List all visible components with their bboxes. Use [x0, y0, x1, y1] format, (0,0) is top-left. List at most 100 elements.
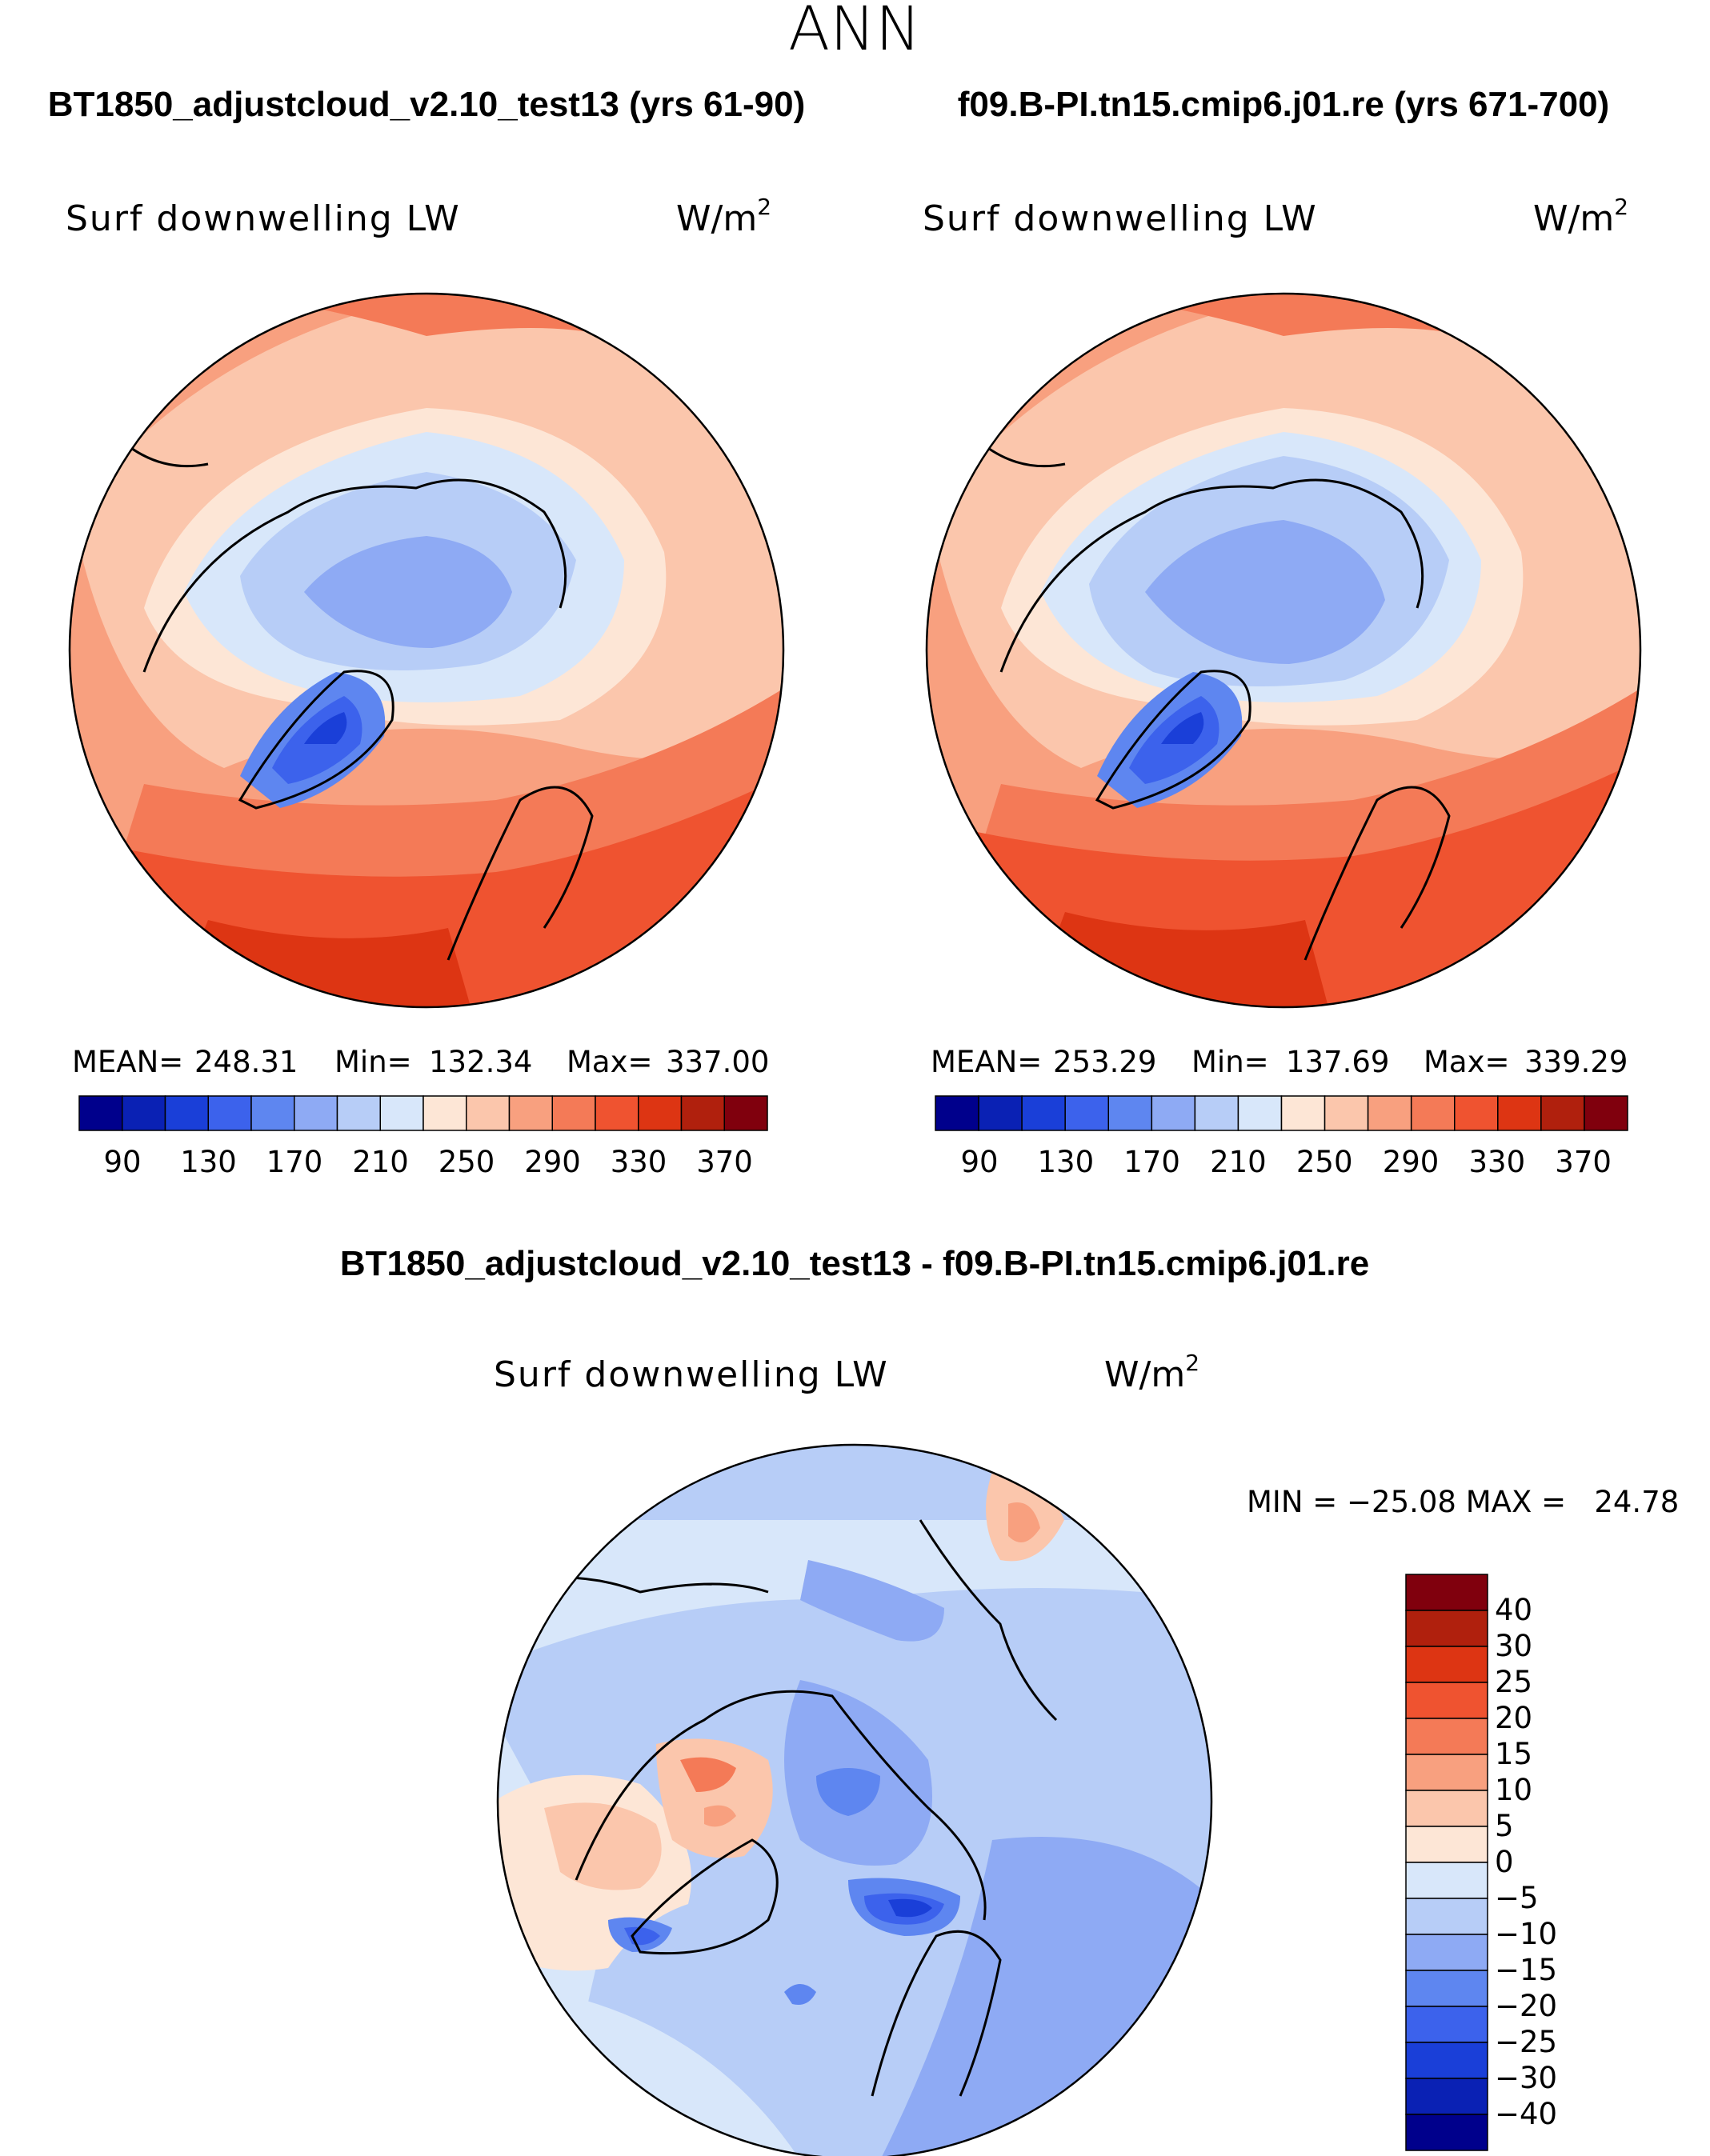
- diff-colorbar-tick-label: 0: [1495, 1845, 1514, 1879]
- panel-a-colorbar-swatch: [294, 1095, 338, 1131]
- panel-b-colorbar-tick-label: 210: [1210, 1145, 1267, 1179]
- diff-colorbar-tick-label: −10: [1495, 1917, 1557, 1951]
- panel-b-colorbar-swatch: [1410, 1095, 1456, 1131]
- diff-colorbar-swatch: [1405, 2078, 1488, 2115]
- panel-a-colorbar-tick-label: 370: [696, 1145, 753, 1179]
- panel-b-colorbar-swatch: [1454, 1095, 1499, 1131]
- diff-map-border: [496, 1443, 1213, 2156]
- diff-colorbar-tick-label: −25: [1495, 2025, 1557, 2059]
- panel-b-colorbar-swatch: [1107, 1095, 1153, 1131]
- panel-b-colorbar-swatch: [1237, 1095, 1283, 1131]
- panel-a: BT1850_adjustcloud_v2.10_test13 (yrs 61-…: [48, 85, 806, 1179]
- panel-a-max-value: 337.00: [666, 1045, 769, 1079]
- panel-a-colorbar-swatch: [422, 1095, 467, 1131]
- panel-a-colorbar: [78, 1095, 768, 1131]
- panel-b-variable: Surf downwelling LW: [923, 198, 1318, 239]
- panel-b-colorbar-swatch: [1584, 1095, 1628, 1131]
- panel-b-colorbar-tick-label: 330: [1468, 1145, 1525, 1179]
- diff-units-base: W/m: [1104, 1354, 1185, 1395]
- panel-a-min-label: Min=: [334, 1045, 412, 1079]
- panel-a-map-border: [68, 292, 785, 1009]
- panel-a-colorbar-tick-label: 210: [352, 1145, 409, 1179]
- panel-b-mean-value: 253.29: [1053, 1045, 1156, 1079]
- panel-b-max-label: Max=: [1424, 1045, 1510, 1079]
- panel-a-colorbar-swatch: [680, 1095, 725, 1131]
- diff-colorbar-swatch: [1405, 1646, 1488, 1683]
- panel-a-mean-value: 248.31: [194, 1045, 298, 1079]
- panel-a-map: [70, 294, 783, 1007]
- diff-colorbar-tick-label: −15: [1495, 1953, 1557, 1987]
- panel-a-units-base: W/m: [676, 198, 757, 239]
- diff-colorbar-tick-label: 20: [1495, 1701, 1532, 1735]
- panel-b-units: W/m2: [1533, 194, 1628, 239]
- panel-a-colorbar-tick-label: 90: [103, 1145, 141, 1179]
- panel-a-colorbar-ticks: 90 130 170 210 250 290 330 370: [103, 1145, 752, 1179]
- panel-a-case-title: BT1850_adjustcloud_v2.10_test13 (yrs 61-…: [48, 85, 806, 124]
- diff-colorbar-tick-label: −40: [1495, 2097, 1557, 2131]
- panel-b-units-sup: 2: [1614, 194, 1628, 220]
- diff-colorbar-swatch: [1405, 1718, 1488, 1755]
- panel-a-stats: MEAN= 248.31 Min= 132.34 Max= 337.00: [72, 1045, 769, 1079]
- panel-b-colorbar-swatch: [1151, 1095, 1196, 1131]
- panel-b: f09.B-PI.tn15.cmip6.j01.re (yrs 671-700)…: [923, 85, 1642, 1179]
- diff-colorbar-tick-label: 40: [1495, 1593, 1532, 1627]
- panel-b-colorbar-tick-label: 90: [960, 1145, 998, 1179]
- panel-a-colorbar-swatch: [723, 1095, 768, 1131]
- panel-b-min-label: Min=: [1191, 1045, 1269, 1079]
- diff-variable: Surf downwelling LW: [494, 1354, 889, 1395]
- panel-a-colorbar-swatch: [551, 1095, 596, 1131]
- panel-b-colorbar-swatch: [1367, 1095, 1412, 1131]
- diff-colorbar-swatch: [1405, 2006, 1488, 2043]
- panel-b-colorbar-swatch: [1194, 1095, 1239, 1131]
- panel-b-colorbar-tick-label: 370: [1555, 1145, 1612, 1179]
- diff-colorbar-tick-label: 10: [1495, 1773, 1532, 1807]
- diff-colorbar-swatch: [1405, 1574, 1488, 1611]
- panel-a-colorbar-tick-label: 250: [439, 1145, 495, 1179]
- panel-b-colorbar-swatch: [978, 1095, 1023, 1131]
- diff-units-sup: 2: [1185, 1350, 1199, 1376]
- panel-a-colorbar-swatch: [122, 1095, 166, 1131]
- diff-colorbar-swatch: [1405, 1610, 1488, 1647]
- page-title: ANN: [788, 0, 921, 64]
- panel-a-colorbar-tick-label: 170: [266, 1145, 323, 1179]
- diff-colorbar-swatch: [1405, 2042, 1488, 2079]
- panel-a-colorbar-swatch: [508, 1095, 553, 1131]
- panel-b-mean-label: MEAN=: [931, 1045, 1042, 1079]
- diff-colorbar-tick-label: 5: [1495, 1809, 1514, 1843]
- panel-a-colorbar-tick-label: 290: [524, 1145, 581, 1179]
- panel-b-colorbar-swatch: [935, 1095, 979, 1131]
- diff-colorbar-swatch: [1405, 1790, 1488, 1827]
- panel-a-units-sup: 2: [757, 194, 771, 220]
- diff-colorbar-swatch: [1405, 1826, 1488, 1863]
- panel-a-max-label: Max=: [567, 1045, 653, 1079]
- diff-colorbar-tick-label: −30: [1495, 2061, 1557, 2095]
- panel-a-colorbar-swatch: [638, 1095, 683, 1131]
- diff-colorbar-tick-label: 15: [1495, 1737, 1532, 1771]
- panel-b-colorbar-swatch: [1021, 1095, 1066, 1131]
- panel-a-colorbar-swatch: [78, 1095, 123, 1131]
- panel-b-map: [927, 294, 1640, 1007]
- panel-a-variable: Surf downwelling LW: [66, 198, 461, 239]
- panel-a-colorbar-tick-label: 130: [180, 1145, 237, 1179]
- panel-b-colorbar-tick-label: 170: [1123, 1145, 1180, 1179]
- diff-colorbar-swatch: [1405, 2114, 1488, 2151]
- diff-panel: BT1850_adjustcloud_v2.10_test13 - f09.B-…: [340, 1244, 1679, 2156]
- panel-b-colorbar-swatch: [1064, 1095, 1109, 1131]
- diff-colorbar-swatch: [1405, 1898, 1488, 1935]
- diff-minmax: MIN = −25.08 MAX = 24.78: [1247, 1485, 1679, 1519]
- panel-a-min-value: 132.34: [429, 1045, 532, 1079]
- diff-colorbar-swatch: [1405, 1682, 1488, 1719]
- panel-a-colorbar-swatch: [207, 1095, 252, 1131]
- panel-a-colorbar-swatch: [250, 1095, 295, 1131]
- panel-b-map-border: [925, 292, 1642, 1009]
- panel-b-colorbar-tick-label: 290: [1383, 1145, 1440, 1179]
- diff-colorbar-swatch: [1405, 1970, 1488, 2007]
- panel-b-colorbar: [935, 1095, 1628, 1131]
- diff-colorbar-tick-label: 25: [1495, 1665, 1532, 1699]
- panel-b-colorbar-swatch: [1324, 1095, 1369, 1131]
- panel-b-colorbar-tick-label: 250: [1296, 1145, 1353, 1179]
- diff-colorbar: [1405, 1574, 1488, 2151]
- panel-a-colorbar-tick-label: 330: [611, 1145, 667, 1179]
